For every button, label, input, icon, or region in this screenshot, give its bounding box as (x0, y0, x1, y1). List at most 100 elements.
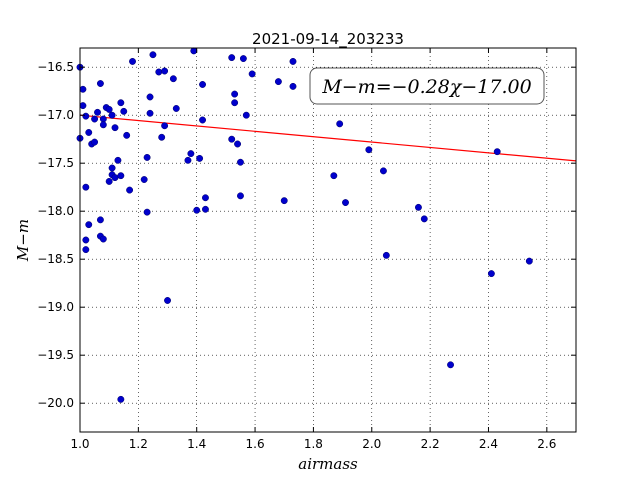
data-point (155, 68, 163, 76)
data-point (146, 93, 154, 101)
data-point (199, 81, 206, 88)
data-points (76, 47, 533, 403)
data-point (94, 108, 101, 116)
data-point (379, 167, 387, 175)
data-point (96, 216, 104, 224)
data-point (143, 208, 151, 216)
data-point (289, 82, 297, 90)
data-point (161, 122, 169, 130)
data-point (237, 158, 244, 166)
data-point (414, 203, 422, 211)
data-point (365, 146, 373, 154)
y-tick-label: −18.0 (37, 204, 74, 218)
data-point (274, 78, 282, 86)
x-tick-label: 1.0 (70, 437, 89, 451)
data-point (158, 133, 166, 141)
data-point (79, 102, 87, 110)
data-point (342, 199, 349, 207)
data-point (239, 55, 247, 63)
data-point (99, 121, 107, 129)
data-point (149, 51, 157, 59)
x-axis-ticks: 1.0 1.2 1.4 1.6 1.8 2.0 2.2 2.4 2.6 (70, 48, 556, 451)
data-point (382, 251, 390, 259)
data-point (199, 116, 206, 124)
data-point (117, 395, 125, 403)
plot-frame (79, 47, 577, 433)
y-tick-label: −19.5 (37, 348, 74, 362)
data-point (82, 112, 90, 120)
annotation-text: M−m=−0.28χ−17.00 (321, 76, 531, 98)
fit-line (79, 114, 577, 162)
data-point (242, 111, 250, 119)
x-tick-label: 1.4 (187, 437, 206, 451)
data-point (330, 172, 338, 180)
data-point (228, 54, 236, 62)
x-tick-label: 2.0 (362, 437, 381, 451)
data-point (91, 115, 99, 123)
data-point (248, 70, 256, 78)
data-point (96, 80, 104, 87)
data-point (336, 120, 344, 128)
y-axis-ticks: −16.5 −17.0 −17.5 −18.0 −18.5 −19.0 −19.5 −20.0 (37, 60, 576, 410)
y-tick-label: −17.5 (37, 156, 74, 170)
data-point (184, 156, 192, 164)
data-point (105, 105, 113, 113)
data-point (190, 47, 198, 55)
data-point (85, 129, 93, 136)
data-point (234, 140, 242, 148)
y-tick-label: −16.5 (37, 60, 74, 74)
data-point (117, 172, 125, 180)
data-point (172, 105, 180, 112)
data-point (99, 235, 107, 243)
data-point (202, 205, 209, 213)
data-point (82, 236, 90, 244)
y-tick-label: −20.0 (37, 396, 74, 410)
data-point (237, 192, 244, 200)
grid (79, 48, 576, 432)
data-point (91, 138, 99, 146)
fit-layer (79, 114, 577, 162)
x-axis-label: airmass (298, 455, 358, 473)
x-tick-label: 2.6 (537, 437, 556, 451)
data-point (193, 206, 201, 214)
data-point (231, 90, 239, 98)
data-point (161, 67, 169, 75)
y-tick-label: −17.0 (37, 108, 74, 122)
data-point (420, 215, 428, 223)
data-point (85, 221, 93, 229)
fit-annotation: M−m=−0.28χ−17.00 (309, 67, 545, 105)
data-point (117, 99, 125, 107)
x-tick-label: 1.2 (129, 437, 148, 451)
data-point (111, 174, 119, 182)
data-point (108, 164, 116, 172)
y-axis-label: M−m (14, 219, 32, 262)
data-point (111, 124, 119, 132)
data-point (82, 246, 90, 254)
data-point (487, 270, 495, 278)
y-tick-label: −18.5 (37, 252, 74, 266)
data-point (196, 154, 204, 162)
chart-title: 2021-09-14_203233 (252, 30, 404, 49)
data-point (187, 150, 195, 158)
x-tick-label: 1.6 (246, 437, 265, 451)
data-point (82, 183, 90, 191)
data-point (99, 115, 107, 123)
data-point (280, 197, 288, 205)
data-point (525, 257, 533, 265)
data-point (289, 57, 297, 65)
data-point (129, 57, 136, 65)
data-point (108, 111, 116, 119)
data-point (126, 186, 134, 194)
data-point (202, 194, 209, 202)
annotation-box (309, 67, 545, 105)
data-point (120, 107, 128, 115)
x-tick-label: 2.4 (479, 437, 498, 451)
data-point (493, 148, 501, 156)
x-tick-label: 2.2 (421, 437, 440, 451)
data-point (231, 99, 239, 107)
data-point (164, 297, 171, 304)
data-point (114, 156, 122, 164)
data-point (105, 177, 113, 185)
data-point (447, 361, 454, 369)
